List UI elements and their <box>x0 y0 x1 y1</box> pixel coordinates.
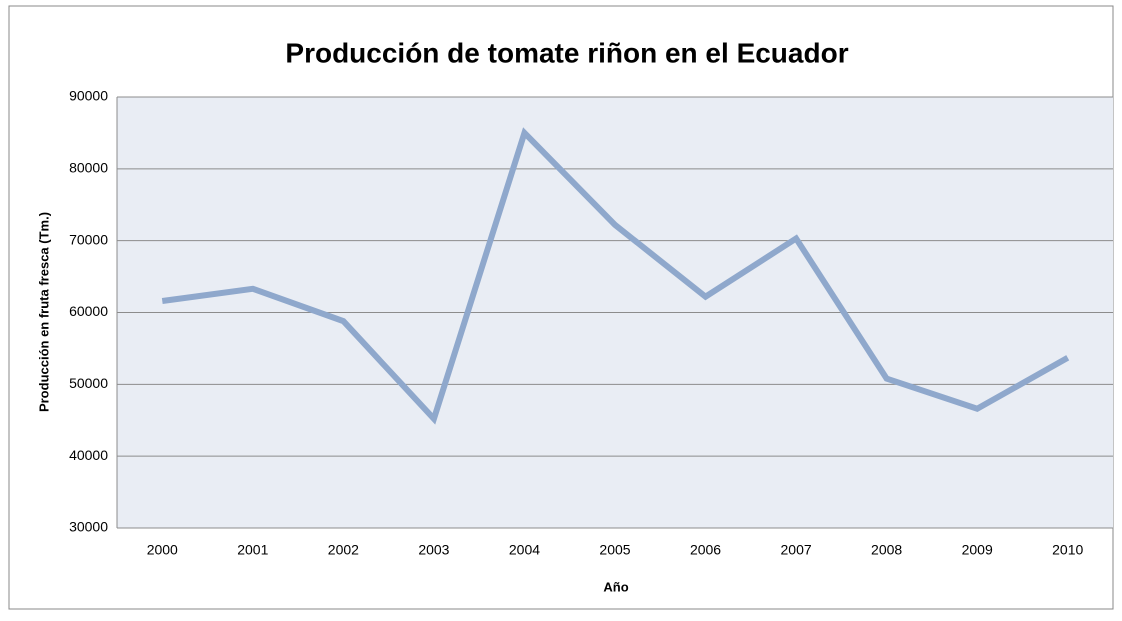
y-tick-label: 60000 <box>69 303 108 319</box>
x-tick-label: 2007 <box>781 542 812 558</box>
x-tick-label: 2009 <box>962 542 993 558</box>
y-tick-label: 50000 <box>69 375 108 391</box>
x-tick-label: 2005 <box>599 542 630 558</box>
y-tick-label: 90000 <box>69 88 108 104</box>
y-tick-label: 80000 <box>69 160 108 176</box>
y-tick-label: 70000 <box>69 231 108 247</box>
line-series <box>161 127 1070 425</box>
x-tick-label: 2002 <box>328 542 359 558</box>
x-tick-label: 2006 <box>690 542 721 558</box>
y-tick-label: 40000 <box>69 447 108 463</box>
y-axis-label: Producción en fruta fresca (Tm.) <box>36 212 51 412</box>
x-tick-label: 2003 <box>418 542 449 558</box>
x-tick-label: 2010 <box>1052 542 1083 558</box>
x-tick-label: 2004 <box>509 542 540 558</box>
chart-title: Producción de tomate riñon en el Ecuador <box>285 37 848 68</box>
x-tick-label: 2008 <box>871 542 902 558</box>
y-tick-label: 30000 <box>69 519 108 535</box>
x-tick-label: 2000 <box>147 542 178 558</box>
x-tick-label: 2001 <box>237 542 268 558</box>
x-axis-label: Año <box>603 579 628 594</box>
